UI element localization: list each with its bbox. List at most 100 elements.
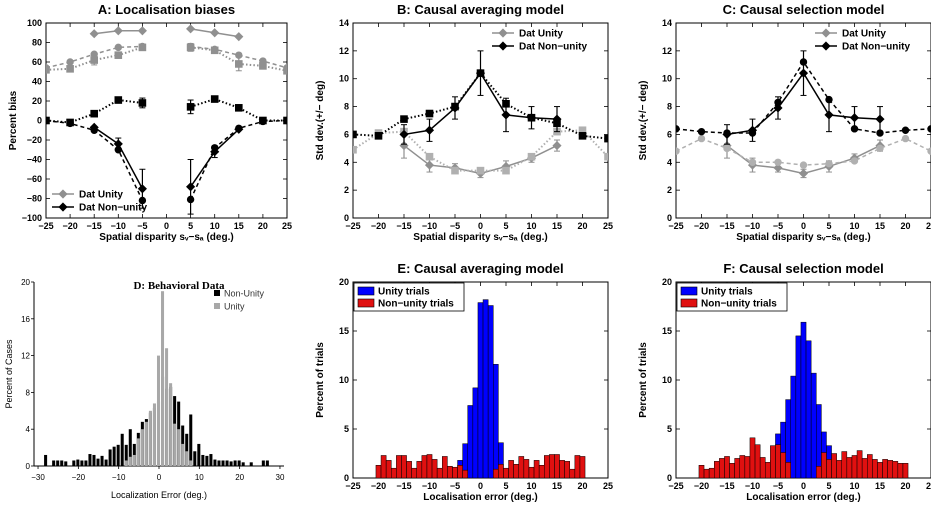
legend-label: Dat Unity bbox=[79, 190, 123, 201]
x-tick-label: 0 bbox=[801, 221, 806, 231]
series-1 bbox=[353, 126, 608, 175]
panel-d: D: Behavioral Data −30 −20 −10 0 10 20 30 0 4 8 12 1… bbox=[4, 278, 285, 500]
data-point bbox=[211, 144, 219, 152]
x-tick-label: 20 bbox=[900, 221, 910, 231]
legend-label: Non−unity trials bbox=[378, 299, 454, 310]
bar bbox=[805, 340, 812, 478]
bar bbox=[44, 454, 48, 466]
series-3 bbox=[676, 58, 931, 137]
legend-swatch bbox=[357, 298, 375, 308]
y-tick-label: 4 bbox=[26, 425, 31, 434]
series-2 bbox=[399, 50, 562, 145]
x-tick-label: 25 bbox=[603, 221, 613, 231]
x-tick-label: 5 bbox=[503, 221, 508, 231]
bar bbox=[181, 443, 185, 466]
bar bbox=[136, 438, 140, 466]
bar bbox=[457, 465, 463, 478]
bar bbox=[124, 444, 128, 466]
bar bbox=[872, 459, 878, 478]
bar bbox=[810, 372, 817, 478]
bar bbox=[579, 456, 586, 478]
x-tick-label: 5 bbox=[503, 481, 508, 491]
data-point bbox=[825, 95, 833, 104]
data-point bbox=[697, 127, 706, 136]
bar bbox=[744, 456, 751, 478]
data-point bbox=[400, 115, 408, 123]
y-tick-label: −100 bbox=[22, 213, 42, 223]
bar bbox=[887, 460, 894, 478]
x-tick-label: 0 bbox=[478, 221, 483, 231]
bar bbox=[213, 459, 217, 466]
plot-area bbox=[46, 24, 287, 215]
data-point bbox=[723, 144, 731, 153]
x-axis-label: Spatial disparity sᵥ−sₐ (deg.) bbox=[413, 232, 547, 243]
data-point bbox=[137, 184, 147, 194]
series-line bbox=[353, 71, 608, 140]
y-tick-label: 4 bbox=[667, 157, 672, 167]
legend-swatch bbox=[680, 298, 698, 308]
legend-marker bbox=[821, 41, 831, 51]
y-tick-label: 8 bbox=[26, 388, 31, 397]
y-tick-label: 6 bbox=[667, 129, 672, 139]
data-point bbox=[353, 145, 357, 154]
y-tick-label: 0 bbox=[667, 473, 672, 483]
data-point bbox=[90, 126, 98, 134]
bar bbox=[861, 458, 868, 478]
y-tick-label: 14 bbox=[662, 18, 672, 28]
bar bbox=[518, 456, 525, 478]
bar bbox=[406, 461, 412, 478]
bar bbox=[452, 466, 458, 478]
x-tick-label: −5 bbox=[773, 481, 783, 491]
data-point bbox=[114, 96, 123, 104]
legend-label: Dat Non−unity bbox=[842, 42, 910, 53]
legend: Dat Unity Dat Non−unity bbox=[52, 189, 147, 214]
legend-label: Dat Non−unity bbox=[79, 203, 147, 214]
data-point bbox=[353, 130, 357, 139]
data-point bbox=[799, 58, 808, 66]
y-tick-label: −20 bbox=[27, 135, 42, 145]
data-point bbox=[259, 117, 267, 126]
data-point bbox=[502, 166, 510, 175]
bar bbox=[100, 455, 104, 466]
bar bbox=[447, 465, 453, 478]
bar bbox=[482, 299, 489, 478]
bar bbox=[161, 291, 165, 466]
x-tick-label: 0 bbox=[164, 221, 169, 231]
data-point bbox=[553, 119, 561, 128]
series-0 bbox=[447, 299, 509, 478]
bar bbox=[544, 455, 550, 478]
bar bbox=[759, 457, 766, 478]
bar bbox=[559, 460, 565, 478]
series-0 bbox=[722, 132, 885, 179]
y-axis-label: Percent of trials bbox=[315, 342, 326, 418]
bar bbox=[169, 383, 173, 466]
bar bbox=[882, 459, 888, 478]
bar bbox=[867, 454, 873, 478]
y-tick-label: −60 bbox=[27, 174, 42, 184]
x-tick-label: −15 bbox=[396, 481, 411, 491]
data-point bbox=[234, 32, 244, 42]
y-tick-label: 0 bbox=[344, 213, 349, 223]
bar bbox=[719, 458, 725, 478]
legend-label: Dat Unity bbox=[842, 29, 886, 40]
bar bbox=[185, 451, 189, 466]
data-point bbox=[501, 110, 511, 120]
data-point bbox=[114, 146, 123, 154]
bar bbox=[152, 403, 156, 466]
x-tick-label: −10 bbox=[422, 221, 437, 231]
data-point bbox=[138, 196, 147, 205]
bar bbox=[144, 421, 148, 466]
data-point bbox=[798, 68, 809, 78]
data-point bbox=[451, 102, 459, 111]
data-point bbox=[425, 109, 434, 118]
data-point bbox=[527, 152, 536, 161]
data-point bbox=[210, 46, 219, 55]
bar bbox=[60, 460, 64, 466]
bar bbox=[513, 464, 520, 478]
data-point bbox=[90, 56, 99, 64]
data-point bbox=[723, 129, 731, 137]
data-point bbox=[186, 182, 196, 192]
data-point bbox=[502, 99, 510, 108]
plot-area bbox=[353, 50, 608, 179]
